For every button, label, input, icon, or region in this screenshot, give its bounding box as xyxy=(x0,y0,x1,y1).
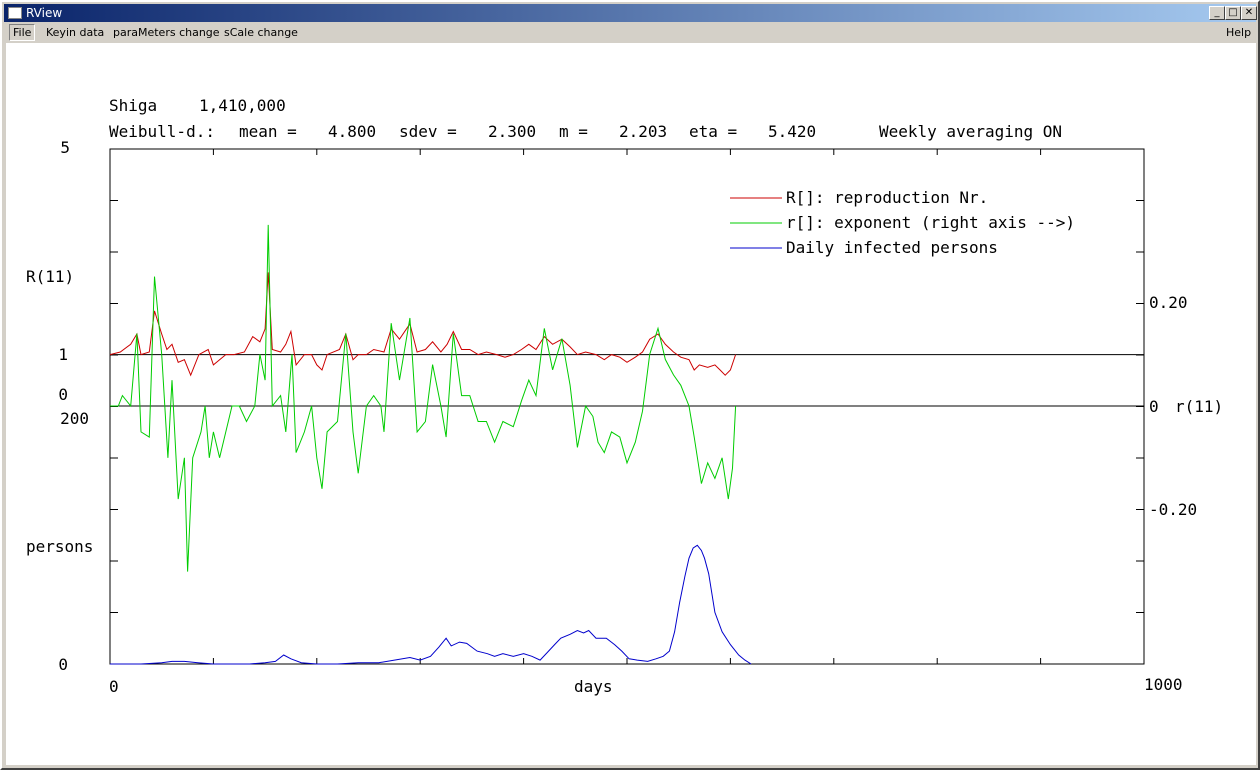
persons-axis-label: persons xyxy=(26,537,93,556)
mean-label: mean = xyxy=(239,122,297,141)
legend-label-daily-infected: Daily infected persons xyxy=(786,238,998,257)
population-value: 1,410,000 xyxy=(199,96,286,115)
window-title: RView xyxy=(26,6,63,20)
title-bar[interactable]: RView _ □ ✕ xyxy=(4,4,1257,22)
sdev-label: sdev = xyxy=(399,122,457,141)
eta-value: 5.420 xyxy=(768,122,816,141)
chart-area: Shiga 1,410,000 Weibull-d.: mean = 4.800… xyxy=(6,43,1256,765)
persons-axis-tick-0: 0 xyxy=(58,655,68,674)
x-axis-label: days xyxy=(574,677,613,696)
right-axis-tick-0: 0 xyxy=(1149,397,1159,416)
distribution-label: Weibull-d.: xyxy=(109,122,215,141)
minimize-button[interactable]: _ xyxy=(1209,6,1225,20)
r-axis-label: R(11) xyxy=(26,267,74,286)
rview-chart: Shiga 1,410,000 Weibull-d.: mean = 4.800… xyxy=(26,96,1223,696)
eta-label: eta = xyxy=(689,122,737,141)
x-axis-tick-0: 0 xyxy=(109,677,119,696)
mean-value: 4.800 xyxy=(328,122,376,141)
menu-file[interactable]: File xyxy=(9,24,36,41)
menu-scale-change[interactable]: sCale change xyxy=(224,26,298,39)
persons-axis-tick-200: 200 xyxy=(60,409,89,428)
r-axis-tick-1: 1 xyxy=(58,345,68,364)
r-axis-tick-5: 5 xyxy=(60,138,70,157)
legend: R[]: reproduction Nr. r[]: exponent (rig… xyxy=(730,188,1075,257)
menu-parameters-change[interactable]: paraMeters change xyxy=(113,26,220,39)
right-axis-label: r(11) xyxy=(1175,397,1223,416)
legend-label-exponent: r[]: exponent (right axis -->) xyxy=(786,213,1075,232)
maximize-button[interactable]: □ xyxy=(1225,6,1241,20)
sdev-value: 2.300 xyxy=(488,122,536,141)
series-layer xyxy=(109,224,752,665)
x-axis-tick-1000: 1000 xyxy=(1144,675,1183,694)
region-name: Shiga xyxy=(109,96,157,115)
menu-bar: File Keyin data paraMeters change sCale … xyxy=(4,23,1256,42)
app-window-icon xyxy=(8,7,22,19)
m-label: m = xyxy=(559,122,588,141)
right-axis-tick-020: 0.20 xyxy=(1149,293,1188,312)
menu-keyin-data[interactable]: Keyin data xyxy=(46,26,105,39)
close-button[interactable]: ✕ xyxy=(1241,6,1257,20)
series-line-reproduction xyxy=(109,272,737,377)
series-line-exponent xyxy=(110,224,737,572)
series-line-daily-infected xyxy=(110,544,752,665)
r-axis-tick-0: 0 xyxy=(58,385,68,404)
menu-help[interactable]: Help xyxy=(1226,26,1252,39)
legend-label-reproduction: R[]: reproduction Nr. xyxy=(786,188,988,207)
averaging-status: Weekly averaging ON xyxy=(879,122,1062,141)
right-axis-tick-neg020: -0.20 xyxy=(1149,500,1197,519)
m-value: 2.203 xyxy=(619,122,667,141)
